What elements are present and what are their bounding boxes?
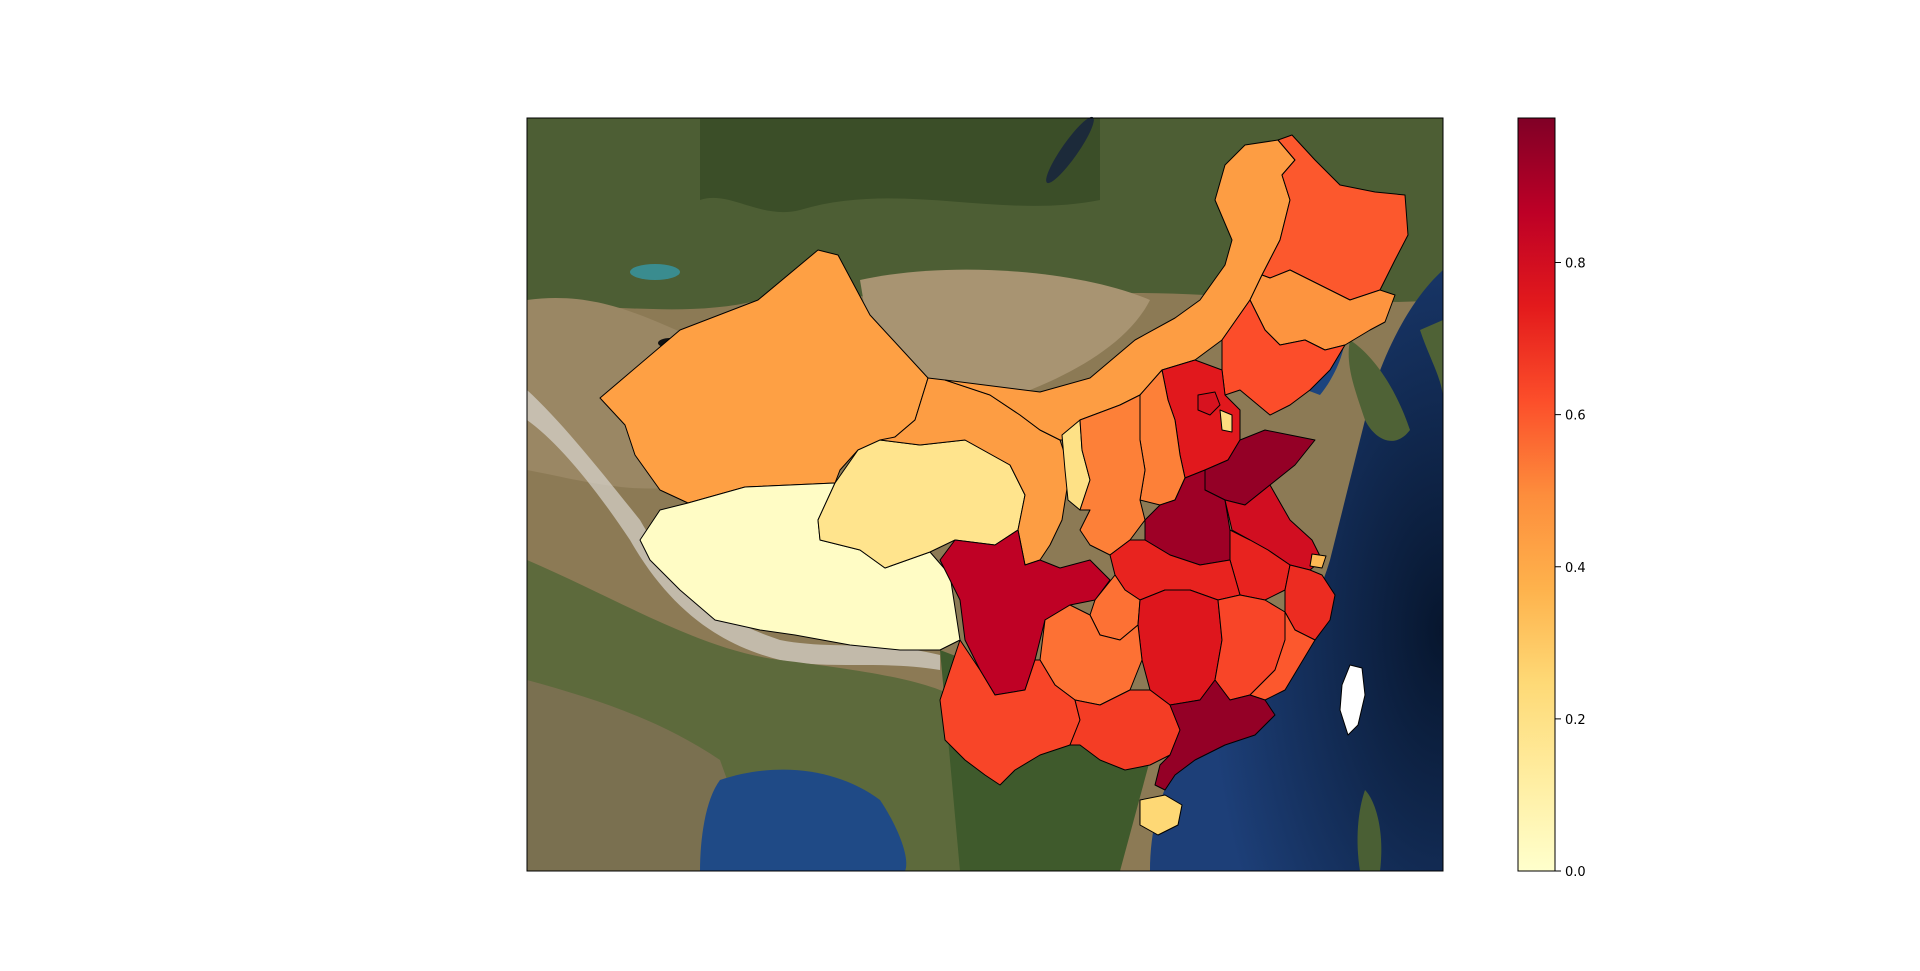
region-shanghai[interactable] xyxy=(1309,553,1327,569)
colorbar-tick-label: 0.2 xyxy=(1565,713,1586,728)
map-frame xyxy=(526,117,1444,872)
colorbar-tick-label: 0.0 xyxy=(1565,865,1586,880)
region-hainan[interactable] xyxy=(1139,794,1183,836)
colorbar-gradient xyxy=(1518,118,1555,871)
region-guangdong[interactable] xyxy=(1154,679,1276,791)
colorbar-tick-label: 0.6 xyxy=(1565,409,1586,424)
colorbar-ticks: 0.0 0.2 0.4 0.6 0.8 xyxy=(1555,257,1586,880)
region-shaanxi[interactable] xyxy=(1079,394,1146,556)
region-beijing[interactable] xyxy=(1197,391,1221,416)
region-tianjin[interactable] xyxy=(1219,409,1233,433)
colorbar-tick-label: 0.8 xyxy=(1565,257,1586,272)
region-fujian[interactable] xyxy=(1249,611,1316,701)
region-taiwan[interactable] xyxy=(1339,664,1366,736)
colorbar-tick-label: 0.4 xyxy=(1565,561,1586,576)
region-guangxi[interactable] xyxy=(1069,689,1181,771)
colorbar-frame xyxy=(1517,117,1556,872)
colorbar: 0.0 0.2 0.4 0.6 0.8 xyxy=(1517,117,1586,880)
regions-layer xyxy=(599,134,1409,836)
